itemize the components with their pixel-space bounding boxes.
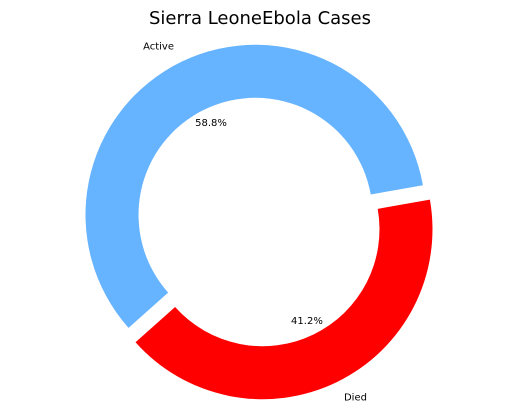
slice-died — [135, 199, 433, 400]
labels-group: Active 58.8% Died 41.2% — [143, 41, 367, 403]
slice-label-died: Died — [344, 393, 367, 404]
slice-pct-active: 58.8% — [195, 118, 227, 129]
slice-label-active: Active — [143, 41, 174, 52]
slice-pct-died: 41.2% — [291, 316, 323, 327]
slices-group — [85, 44, 433, 400]
chart-title: Sierra LeoneEbola Cases — [149, 8, 371, 29]
slice-active — [85, 44, 423, 328]
